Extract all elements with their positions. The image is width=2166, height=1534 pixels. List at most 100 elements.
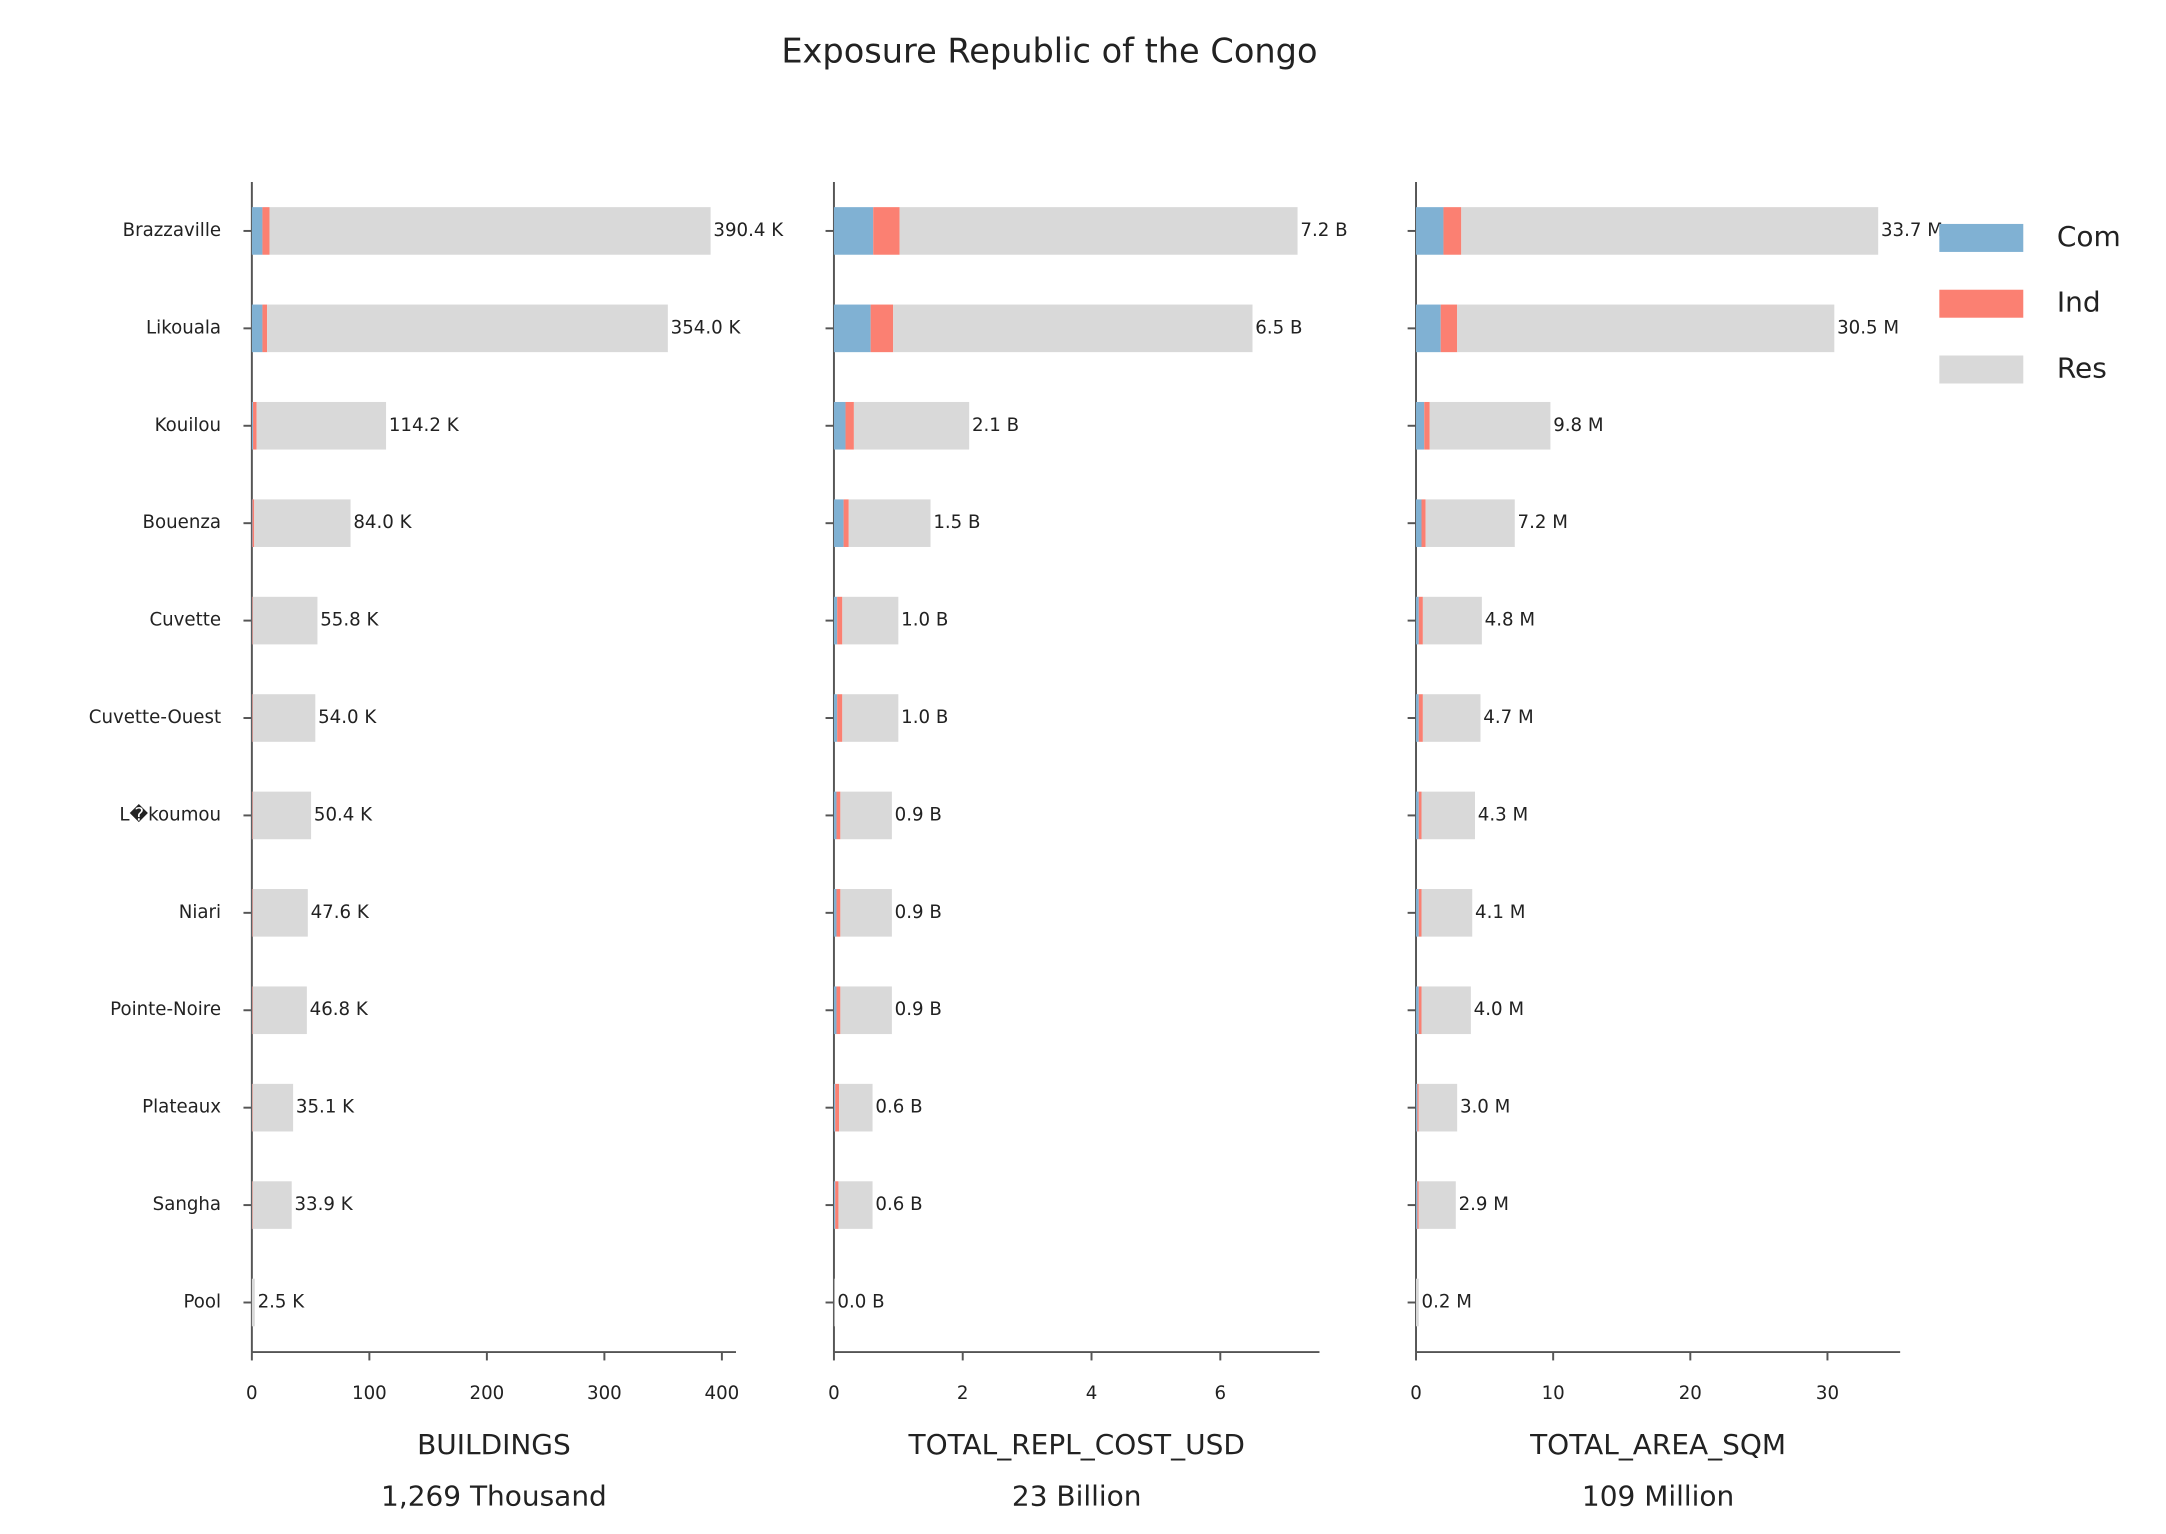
value-label: 0.0 B [837, 1291, 884, 1312]
value-label: 84.0 K [353, 512, 412, 533]
bar-segment [1416, 1278, 1419, 1327]
value-label: 4.8 M [1485, 610, 1535, 631]
bar-segment [251, 499, 253, 547]
bar-segment [251, 1278, 255, 1327]
value-label: 55.8 K [320, 610, 379, 631]
legend-swatch [1939, 355, 2024, 384]
bar-segment [840, 791, 892, 840]
bar-segment [848, 499, 931, 547]
bar-segment [1422, 694, 1481, 742]
bar-segment [1416, 1181, 1418, 1229]
value-label: 2.5 K [258, 1291, 306, 1312]
value-label: 354.0 K [671, 317, 742, 338]
bar-segment [1418, 694, 1423, 742]
y-tick-label: Plateaux [142, 1097, 221, 1118]
x-axis-total: 109 Million [1582, 1480, 1734, 1513]
bar-segment [252, 791, 253, 840]
y-tick-label: Kouilou [155, 415, 221, 436]
value-label: 33.7 M [1881, 220, 1943, 241]
bar-segment [843, 499, 849, 547]
bar-segment [842, 694, 899, 742]
bar-segment [1421, 986, 1471, 1035]
y-tick-label: Likouala [146, 317, 221, 338]
x-tick-label: 200 [470, 1383, 505, 1404]
y-tick-label: Bouenza [143, 512, 222, 533]
value-label: 4.1 M [1475, 902, 1525, 923]
bar-segment [1421, 889, 1473, 937]
bar-segment [1418, 1083, 1458, 1132]
bar-segment [1457, 304, 1835, 353]
x-tick-label: 0 [1410, 1383, 1422, 1404]
bar-segment [252, 986, 307, 1035]
bar-segment [1416, 889, 1419, 937]
value-label: 1.0 B [901, 610, 948, 631]
bar-segment [1416, 596, 1419, 645]
bar-segment [842, 596, 899, 645]
value-label: 4.7 M [1483, 707, 1533, 728]
bar-segment [833, 889, 837, 937]
x-tick-label: 300 [587, 1383, 622, 1404]
y-tick-label: Sangha [153, 1194, 221, 1215]
value-label: 0.9 B [895, 902, 942, 923]
legend-swatch [1939, 289, 2024, 318]
bar-segment [833, 791, 837, 840]
legend-label: Ind [2057, 286, 2101, 319]
y-tick-label: Pool [183, 1291, 221, 1312]
bar-segment [836, 889, 841, 937]
bar-segment [252, 889, 308, 937]
x-axis-label: TOTAL_AREA_SQM [1529, 1428, 1786, 1461]
value-label: 46.8 K [310, 999, 369, 1020]
bar-segment [256, 401, 387, 450]
bar-segment [833, 207, 874, 255]
bar-segment [1416, 304, 1441, 353]
y-tick-label: Pointe-Noire [110, 999, 221, 1020]
x-tick-label: 10 [1542, 1383, 1565, 1404]
value-label: 1.5 B [933, 512, 980, 533]
bar-segment [873, 207, 900, 255]
bar-segment [1416, 986, 1419, 1035]
legend-swatch [1939, 223, 2024, 252]
bar-segment [1418, 596, 1423, 645]
bar-segment [252, 986, 253, 1035]
bar-segment [833, 986, 837, 1035]
x-axis-label: TOTAL_REPL_COST_USD [908, 1428, 1245, 1461]
bar-segment [251, 207, 263, 255]
bar-segment [262, 207, 270, 255]
bar-segment [269, 207, 711, 255]
bar-segment [254, 499, 351, 547]
x-axis-label: BUILDINGS [417, 1428, 571, 1461]
bar-segment [252, 694, 253, 742]
bar-segment [836, 791, 841, 840]
bar-segment [835, 1181, 839, 1229]
bar-segment [1429, 401, 1551, 450]
bar-segment [252, 889, 253, 937]
bar-segment [870, 304, 894, 353]
value-label: 390.4 K [713, 220, 784, 241]
value-label: 3.0 M [1460, 1097, 1510, 1118]
y-tick-label: Niari [179, 902, 221, 923]
bar-segment [1421, 499, 1426, 547]
bar-segment [837, 694, 843, 742]
bar-segment [893, 304, 1253, 353]
bar-segment [1416, 207, 1444, 255]
legend-label: Res [2057, 352, 2107, 385]
value-label: 7.2 B [1300, 220, 1347, 241]
bar-segment [1416, 499, 1422, 547]
x-tick-label: 400 [705, 1383, 740, 1404]
value-label: 114.2 K [389, 415, 460, 436]
bar-segment [1416, 401, 1425, 450]
value-label: 0.2 M [1422, 1291, 1472, 1312]
bar-segment [836, 986, 841, 1035]
bar-segment [1418, 791, 1422, 840]
bar-segment [853, 401, 970, 450]
value-label: 47.6 K [311, 902, 370, 923]
value-label: 4.0 M [1474, 999, 1524, 1020]
bar-segment [253, 401, 257, 450]
bar-segment [252, 1083, 294, 1132]
value-label: 35.1 K [296, 1097, 355, 1118]
value-label: 2.1 B [972, 415, 1019, 436]
x-tick-label: 30 [1816, 1383, 1839, 1404]
value-label: 0.6 B [875, 1097, 922, 1118]
